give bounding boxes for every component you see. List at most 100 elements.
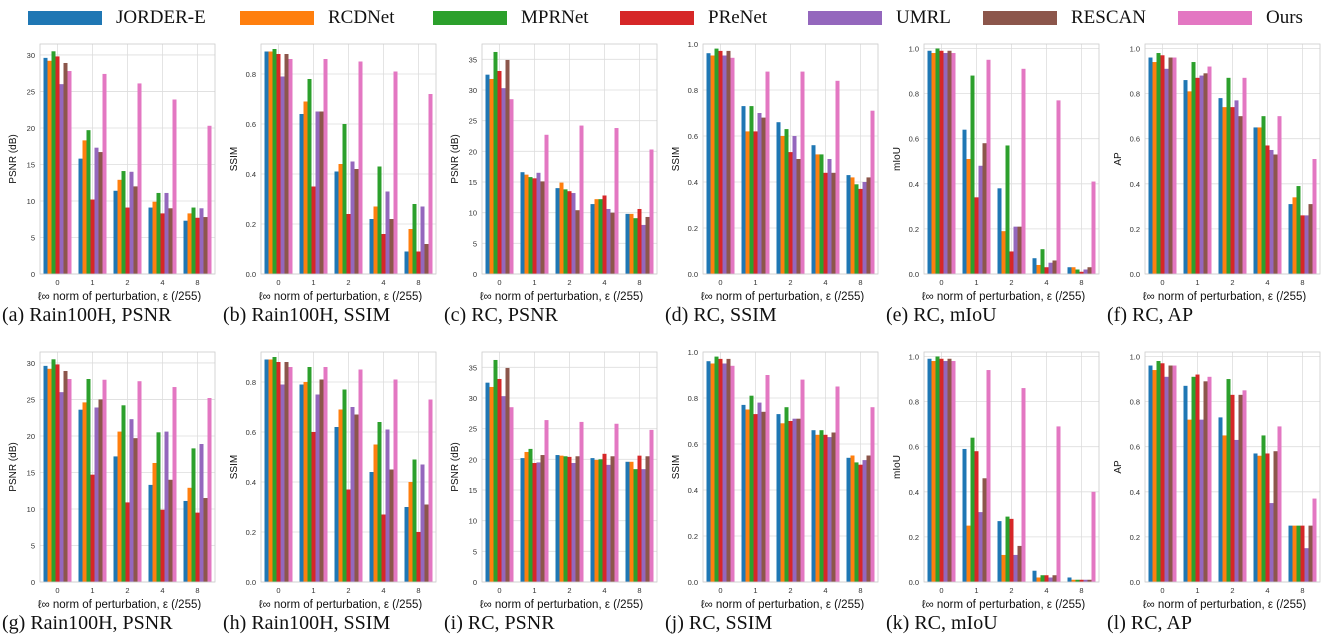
bar [1195,374,1200,582]
bar [962,129,967,274]
y-tick-label: 0.6 [246,428,256,437]
x-tick-label: 4 [1265,586,1269,595]
bar [811,145,816,274]
bar [726,50,731,275]
y-tick-label: 25 [27,87,35,96]
bar [870,407,875,582]
chart-caption: (c) RC, PSNR [444,304,558,326]
x-axis-label: ℓ∞ norm of perturbation, ε (/255) [1143,291,1307,302]
bar [757,402,762,582]
bar [943,361,948,582]
bar [1032,258,1037,274]
legend-label: JORDER-E [116,7,206,28]
legend-label: Ours [1266,7,1303,28]
y-tick-label: 25 [469,425,477,434]
bar [850,455,855,582]
bar [854,184,859,274]
bar [1269,149,1274,274]
bar [753,414,758,582]
y-tick-label: 0.2 [688,532,698,541]
y-tick-label: 1.0 [909,45,919,54]
bar [148,484,153,582]
bar [358,61,363,274]
chart-panel: 0.0 0.2 0.4 0.6 0.8 1.0 0 1 2 4 8 mIoU ℓ∞ norm of pe… [884,342,1104,642]
bar [761,411,766,582]
x-tick-label: 0 [497,586,501,595]
bar [1087,579,1092,582]
chart-panel: 0 5 10 15 20 25 30 35 0 1 2 4 8 PSNR (dB) ℓ∞ norm of p… [442,34,662,334]
bar [862,460,867,582]
x-tick-label: 1 [311,278,315,287]
x-tick-label: 1 [753,278,757,287]
plot-frame [923,43,1100,275]
y-tick-label: 5 [31,233,35,242]
bar [811,430,816,582]
bar [117,431,122,582]
bar [137,381,142,582]
bar [649,429,654,582]
bar [800,71,805,274]
plot-frame [702,43,879,275]
bar [745,409,750,582]
plot-frame [1144,351,1321,583]
bar [520,458,525,582]
bar [268,359,273,582]
bar [323,367,328,582]
bar [718,358,723,582]
x-tick-label: 0 [718,278,722,287]
bar [1207,66,1212,275]
bar [284,54,289,274]
bar [788,421,793,582]
bar [951,361,956,582]
x-tick-label: 2 [567,586,571,595]
bar [404,251,409,274]
bar [94,147,99,274]
bar [373,206,378,274]
bar [637,455,642,582]
bar [571,193,576,274]
y-tick-label: 0.6 [688,132,698,141]
x-axis-label: ℓ∞ norm of perturbation, ε (/255) [480,599,644,610]
bar [1253,453,1258,582]
bar [1238,394,1243,582]
bar [90,199,95,274]
y-axis-label: PSNR (dB) [8,134,19,183]
bar [51,359,56,582]
bar [1191,376,1196,582]
bar [819,154,824,274]
bar [342,124,347,274]
bar [59,392,64,582]
bar [315,111,320,274]
bar [47,60,52,274]
bar [710,55,715,274]
y-tick-label: 0.2 [1130,225,1140,234]
bar [1207,376,1212,582]
bar [404,507,409,582]
y-tick-label: 10 [27,505,35,514]
bar [788,152,793,274]
chart-panel: 0.0 0.2 0.4 0.6 0.8 1.0 0 1 2 4 8 mIoU ℓ∞ norm of pe… [884,34,1104,334]
x-axis-label: ℓ∞ norm of perturbation, ε (/255) [701,599,865,610]
bar [133,438,138,582]
chart-caption: (k) RC, mIoU [886,612,998,634]
bar [1265,145,1270,274]
bar [47,368,52,582]
bar [319,379,324,582]
y-tick-label: 25 [27,395,35,404]
bar [1036,577,1041,582]
bar [730,57,735,274]
y-tick-label: 30 [27,51,35,60]
bar [183,500,188,582]
bar [1040,575,1045,582]
bar [156,192,161,274]
bar [121,171,126,274]
bar [424,244,429,274]
bar [594,199,599,274]
x-tick-label: 2 [125,586,129,595]
chart-panel: 0 5 10 15 20 25 30 0 1 2 4 8 PSNR (dB) ℓ∞ norm of per… [0,34,220,334]
bar [1277,426,1282,582]
y-tick-label: 0.6 [246,120,256,129]
bar [765,71,770,274]
x-tick-label: 4 [1044,586,1048,595]
bar [389,469,394,582]
